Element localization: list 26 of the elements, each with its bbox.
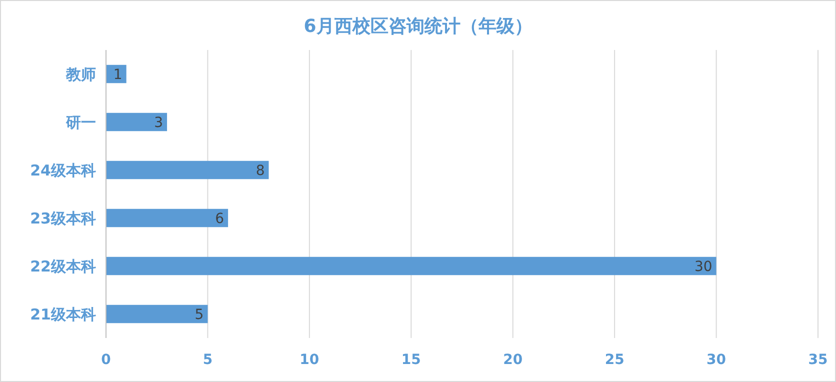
bar: [106, 304, 208, 324]
y-tick-label: 24级本科: [30, 161, 96, 180]
x-tick-label: 25: [604, 352, 624, 368]
bar: [106, 112, 168, 132]
x-tick-label: 20: [503, 352, 523, 368]
x-tick-label: 30: [706, 352, 726, 368]
x-tick-label: 10: [300, 352, 320, 368]
data-label: 3: [154, 114, 164, 131]
bar: [106, 256, 716, 276]
y-tick-label: 21级本科: [30, 305, 96, 324]
data-label: 5: [194, 306, 204, 323]
y-tick-label: 教师: [65, 65, 96, 84]
data-label: 8: [256, 162, 265, 179]
data-label: 30: [694, 258, 712, 275]
data-label: 1: [113, 66, 122, 83]
y-tick-label: 22级本科: [30, 257, 96, 276]
chart-title: 6月西校区咨询统计（年级）: [304, 16, 532, 37]
y-tick-label: 研一: [65, 113, 96, 132]
x-tick-label: 5: [202, 352, 213, 368]
x-tick-label: 0: [101, 352, 112, 368]
data-label: 6: [215, 210, 224, 227]
x-tick-label: 15: [401, 352, 421, 368]
x-tick-label: 35: [808, 352, 828, 368]
y-tick-label: 23级本科: [30, 209, 96, 228]
bar: [106, 160, 269, 180]
bar: [106, 208, 228, 228]
